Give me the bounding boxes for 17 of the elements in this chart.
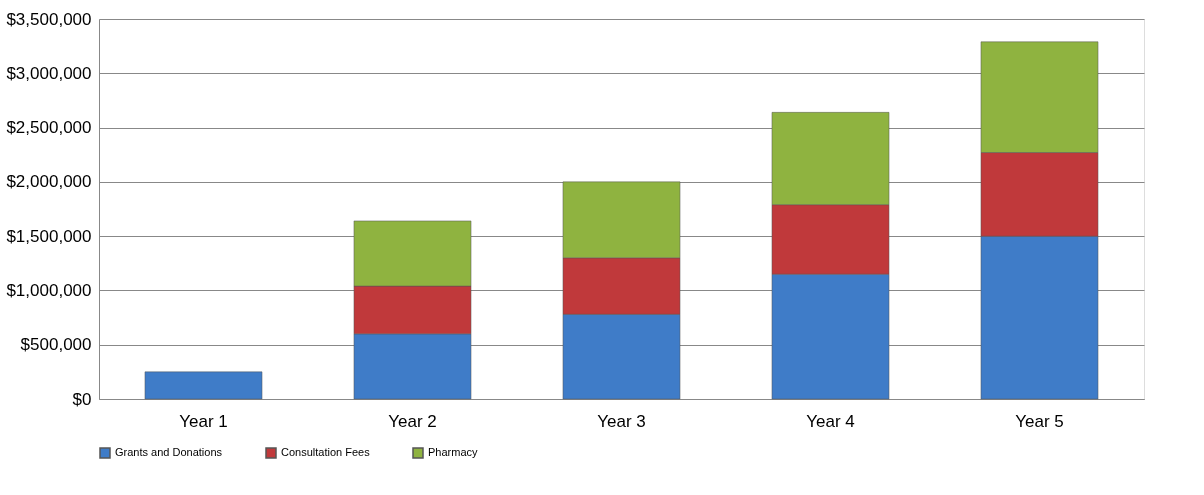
y-tick-label: $1,500,000 [6, 226, 92, 246]
legend-label: Pharmacy [428, 446, 479, 458]
y-tick-label: $3,000,000 [6, 63, 92, 83]
bar [144, 371, 263, 400]
y-tick-label: $3,500,000 [6, 9, 92, 29]
legend-label: Consultation Fees [281, 446, 371, 458]
y-tick-label: $2,000,000 [6, 172, 92, 192]
x-tick-label: Year 1 [179, 411, 228, 431]
y-tick-label: $500,000 [20, 335, 92, 355]
y-tick-label: $0 [72, 389, 92, 409]
legend-label: Grants and Donations [115, 446, 223, 458]
y-tick-label: $1,000,000 [6, 280, 92, 300]
y-tick-label: $2,500,000 [6, 118, 92, 138]
x-tick-label: Year 5 [1015, 411, 1064, 431]
x-tick-label: Year 3 [597, 411, 646, 431]
x-tick-label: Year 4 [806, 411, 855, 431]
x-tick-label: Year 2 [388, 411, 437, 431]
